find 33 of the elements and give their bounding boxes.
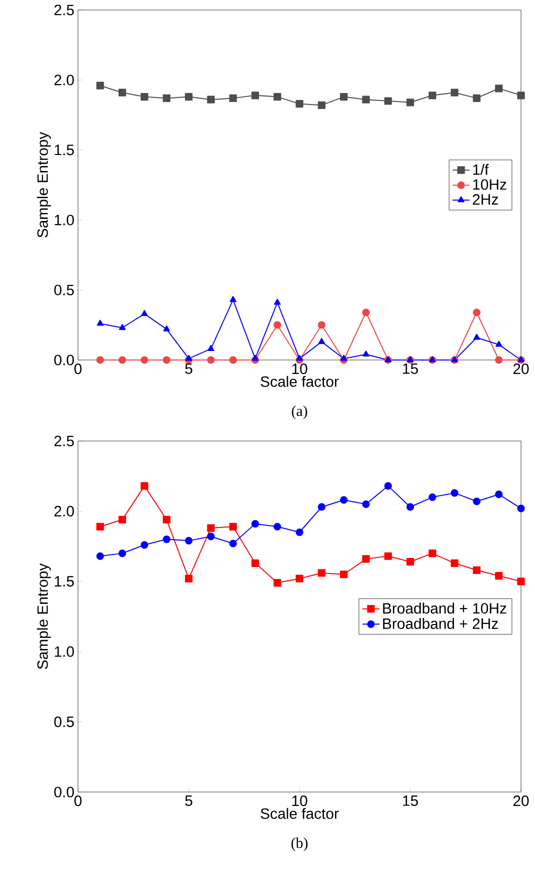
x-tick-label: 0 — [74, 796, 82, 806]
y-tick-label: 0.5 — [54, 716, 74, 728]
x-axis-title: Scale factor — [260, 808, 339, 819]
x-tick-label: 0 — [74, 364, 82, 374]
text: (b) — [291, 838, 308, 852]
text: (a) — [292, 406, 308, 420]
x-tick-label: 10 — [292, 364, 308, 374]
y-tick-label: 0.5 — [54, 284, 74, 296]
x-tick-label: 5 — [185, 364, 192, 374]
x-tick-label: 15 — [403, 364, 418, 374]
y-tick-label: 1.0 — [54, 214, 74, 226]
x-tick-label: 20 — [513, 364, 529, 374]
y-tick-label: 0.0 — [54, 786, 74, 798]
legend-label: 10Hz — [473, 179, 506, 190]
y-tick-label: 2.0 — [54, 74, 74, 86]
y-tick-label: 1.5 — [54, 144, 74, 156]
y-tick-label: 2.0 — [54, 506, 74, 516]
legend-label: 1/f — [473, 164, 489, 175]
y-tick-label: 1.5 — [54, 576, 74, 587]
legend-label: Broadband + 10Hz — [383, 602, 506, 614]
legend-label: 2Hz — [472, 194, 498, 205]
x-tick-label: 10 — [292, 796, 308, 806]
x-tick-label: 20 — [513, 796, 529, 806]
x-tick-label: 5 — [185, 796, 192, 806]
y-axis-title: Sample Entropy — [36, 132, 51, 238]
y-tick-label: 1.0 — [54, 646, 74, 657]
legend-label: Broadband + 2Hz — [383, 618, 498, 629]
y-tick-label: 2.5 — [54, 4, 74, 16]
y-tick-label: 2.5 — [54, 436, 74, 446]
y-axis-title: Sample Entropy — [36, 563, 51, 669]
y-tick-label: 0.0 — [54, 354, 74, 366]
x-tick-label: 15 — [403, 796, 418, 806]
x-axis-title: Scale factor — [260, 376, 339, 387]
